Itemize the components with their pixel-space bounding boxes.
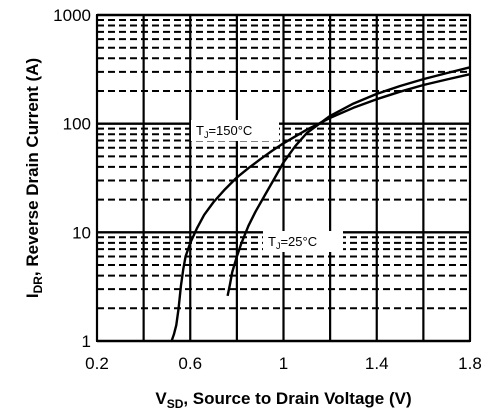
y-tick-label: 1	[82, 332, 91, 351]
series-line-1	[226, 66, 471, 297]
y-axis-title: IDR, Reverse Drain Current (A)	[23, 58, 45, 298]
annotation-150c: TJ=150°C	[196, 123, 252, 140]
grid	[95, 13, 472, 343]
annotation-25c: TJ=25°C	[268, 234, 317, 251]
x-axis-title: VSD, Source to Drain Voltage (V)	[155, 389, 411, 411]
y-tick-label: 1000	[53, 6, 91, 25]
y-tick-labels: 1 10 100 1000	[53, 6, 91, 351]
series-line-0	[170, 73, 471, 342]
x-tick-label: 1.4	[365, 354, 389, 373]
x-tick-label: 1	[279, 354, 288, 373]
plot-frame	[96, 14, 471, 342]
x-tick-label: 0.6	[178, 354, 202, 373]
x-tick-labels: 0.2 0.6 1 1.4 1.8	[85, 354, 482, 373]
y-tick-label: 100	[63, 115, 91, 134]
x-tick-label: 0.2	[85, 354, 109, 373]
y-tick-label: 10	[72, 223, 91, 242]
annotation-150c-background	[191, 120, 279, 141]
annotation-25c-background	[263, 231, 343, 252]
x-tick-label: 1.8	[458, 354, 482, 373]
curves	[170, 66, 471, 342]
